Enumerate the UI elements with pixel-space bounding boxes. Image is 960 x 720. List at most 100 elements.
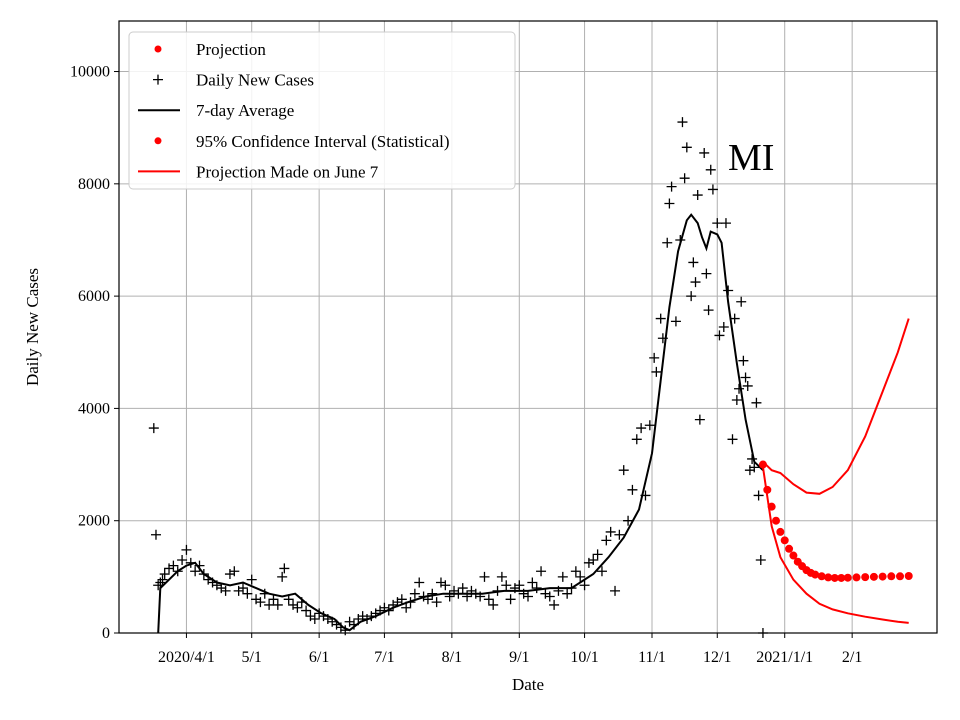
daily-case-marker <box>150 529 161 540</box>
daily-case-marker <box>662 237 673 248</box>
projection-point <box>811 570 820 579</box>
daily-case-marker <box>731 394 742 405</box>
projection-point <box>878 572 887 581</box>
daily-case-marker <box>579 580 590 591</box>
daily-case-marker <box>670 316 681 327</box>
daily-case-marker <box>505 594 516 605</box>
projection-point <box>861 573 870 582</box>
daily-case-marker <box>362 613 373 624</box>
seven-day-average-line <box>157 213 764 634</box>
daily-case-marker <box>744 465 755 476</box>
daily-case-marker <box>566 583 577 594</box>
daily-case-marker <box>181 544 192 555</box>
legend-label: 7-day Average <box>196 101 294 120</box>
daily-case-marker <box>562 588 573 599</box>
daily-case-marker <box>729 313 740 324</box>
daily-case-marker <box>501 580 512 591</box>
daily-case-marker <box>172 566 183 577</box>
projection-point <box>776 527 785 536</box>
daily-case-marker <box>246 574 257 585</box>
daily-case-marker <box>164 563 175 574</box>
daily-case-marker <box>327 616 338 627</box>
daily-case-marker <box>583 557 594 568</box>
daily-case-marker <box>418 591 429 602</box>
daily-case-marker <box>194 560 205 571</box>
daily-case-marker <box>686 291 697 302</box>
legend-entry: 7-day Average <box>138 101 294 120</box>
daily-case-marker <box>727 434 738 445</box>
projection-point <box>852 573 861 582</box>
daily-case-marker <box>557 571 568 582</box>
daily-case-marker <box>596 566 607 577</box>
axes-frame <box>118 20 938 634</box>
daily-case-marker <box>707 184 718 195</box>
daily-case-marker <box>272 599 283 610</box>
x-tick-label: 10/1 <box>570 649 598 666</box>
legend-dot-icon <box>154 45 162 53</box>
y-tick-label: 6000 <box>78 288 110 305</box>
daily-case-marker <box>703 305 714 316</box>
projection-point <box>817 572 826 581</box>
daily-case-marker <box>681 142 692 153</box>
daily-case-marker <box>457 583 468 594</box>
daily-case-marker <box>375 605 386 616</box>
daily-case-marker <box>747 453 758 464</box>
daily-case-marker <box>514 580 525 591</box>
daily-case-marker <box>723 285 734 296</box>
daily-case-marker <box>383 605 394 616</box>
daily-case-marker <box>255 597 266 608</box>
daily-case-marker <box>462 591 473 602</box>
daily-case-marker <box>705 164 716 175</box>
daily-case-marker <box>331 619 342 630</box>
daily-case-marker <box>348 619 359 630</box>
daily-case-marker <box>435 577 446 588</box>
daily-case-marker <box>553 585 564 596</box>
daily-case-marker <box>688 257 699 268</box>
projection-point <box>824 573 833 582</box>
confidence-upper-line <box>762 318 910 495</box>
daily-case-marker <box>159 569 170 580</box>
daily-case-marker <box>718 322 729 332</box>
daily-case-marker <box>220 585 231 596</box>
x-axis-label: Date <box>512 675 544 694</box>
daily-case-marker <box>233 585 244 596</box>
legend-label: Projection <box>196 40 266 59</box>
daily-case-marker <box>651 366 662 377</box>
daily-case-marker <box>675 234 686 245</box>
daily-case-marker <box>279 563 290 574</box>
daily-case-marker <box>679 173 690 184</box>
y-axis-label: Daily New Cases <box>23 268 42 386</box>
daily-case-marker <box>238 583 249 594</box>
daily-case-marker <box>605 526 616 537</box>
daily-case-marker <box>692 190 703 201</box>
daily-case-marker <box>531 583 542 594</box>
legend-dot-icon <box>154 137 162 145</box>
x-axis-ticks: 2020/4/1 5/1 6/1 7/1 8/1 9/1 10/1 11/1 12/1 2021/… <box>158 633 862 666</box>
legend-entry: Projection <box>154 40 266 59</box>
daily-case-marker <box>259 588 270 599</box>
projection-point <box>758 460 767 469</box>
daily-case-marker <box>224 569 235 580</box>
daily-case-marker <box>211 580 222 591</box>
daily-case-marker <box>148 423 159 434</box>
daily-case-marker <box>344 616 355 627</box>
daily-case-marker <box>496 571 507 582</box>
y-axis-ticks: 0 2000 4000 6000 8000 10000 <box>70 64 119 642</box>
daily-case-marker <box>714 330 725 341</box>
daily-case-marker <box>623 515 634 526</box>
legend-entry: 95% Confidence Interval (Statistical) <box>154 132 450 151</box>
x-tick-label: 7/1 <box>374 649 394 666</box>
confidence-lower-line <box>762 467 909 624</box>
x-tick-label: 5/1 <box>241 649 261 666</box>
projection-point <box>887 572 896 581</box>
daily-case-marker <box>444 591 455 602</box>
y-tick-label: 10000 <box>70 64 110 81</box>
daily-case-marker <box>229 566 240 577</box>
daily-case-marker <box>701 268 712 279</box>
daily-case-marker <box>405 597 416 608</box>
daily-case-marker <box>296 597 307 608</box>
daily-case-marker <box>414 577 425 588</box>
y-tick-label: 8000 <box>78 176 110 193</box>
projection-point <box>843 573 852 582</box>
